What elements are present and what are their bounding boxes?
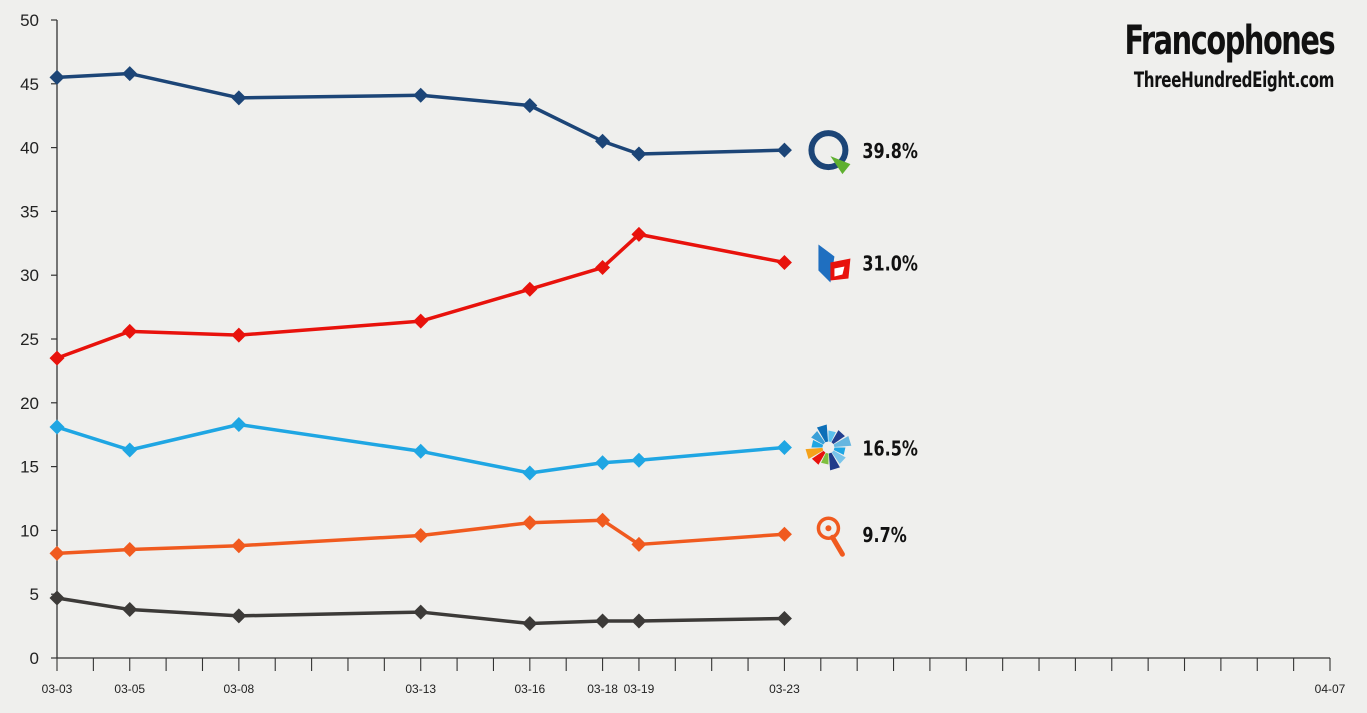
- data-point-qu-bec-solidaire: [595, 512, 611, 528]
- data-point-parti-qu-b-cois: [522, 97, 538, 113]
- series-line-qu-bec-solidaire: [56, 518, 785, 556]
- y-tick-label: 25: [20, 330, 39, 349]
- data-point-caq: [231, 416, 247, 432]
- series-end-label: 16.5%: [862, 438, 918, 461]
- y-tick-label: 30: [20, 266, 39, 285]
- pq-logo-icon: [808, 130, 851, 175]
- axes: 0 5 10 15 20 25 30 35 40 45 50 03-03 03-05 03-08 03-13…: [20, 11, 1346, 696]
- data-point-caq: [631, 452, 647, 468]
- data-point-caq: [49, 419, 65, 435]
- y-tick-label: 35: [20, 202, 39, 221]
- data-point-caq: [522, 465, 538, 481]
- chart-subtitle: ThreeHundredEight.com: [1133, 68, 1335, 92]
- series-end-label: 31.0%: [862, 253, 918, 276]
- data-point-parti-qu-b-cois: [231, 90, 247, 106]
- data-point-parti-qu-b-cois: [49, 69, 65, 85]
- data-point-liberal: [595, 260, 611, 276]
- x-tick-label: 03-05: [114, 682, 145, 696]
- qs-logo-icon: [816, 516, 845, 557]
- data-point-others: [776, 610, 792, 626]
- data-point-parti-qu-b-cois: [595, 133, 611, 149]
- data-point-parti-qu-b-cois: [122, 66, 138, 82]
- data-point-caq: [776, 439, 792, 455]
- data-point-qu-bec-solidaire: [49, 545, 65, 561]
- y-tick-label: 15: [20, 458, 39, 477]
- x-tick-label: 03-16: [514, 682, 545, 696]
- data-point-qu-bec-solidaire: [231, 538, 247, 554]
- data-point-liberal: [631, 226, 647, 242]
- y-tick-label: 50: [20, 11, 39, 30]
- x-tick-label: 03-13: [405, 682, 436, 696]
- data-point-liberal: [776, 254, 792, 270]
- x-tick-label: 04-07: [1315, 682, 1346, 696]
- series-end-label: 9.7%: [862, 525, 906, 548]
- series-points: [49, 66, 792, 632]
- data-point-others: [49, 590, 65, 606]
- caq-logo-icon: [805, 424, 852, 471]
- data-point-qu-bec-solidaire: [522, 515, 538, 531]
- data-point-others: [631, 613, 647, 629]
- data-point-qu-bec-solidaire: [776, 526, 792, 542]
- y-tick-label: 5: [30, 585, 39, 604]
- data-point-caq: [595, 455, 611, 471]
- data-point-caq: [122, 442, 138, 458]
- series-line-parti-qu-b-cois: [56, 71, 785, 156]
- y-tick-label: 10: [20, 521, 39, 540]
- data-point-parti-qu-b-cois: [776, 142, 792, 158]
- x-tick-label: 03-19: [624, 682, 655, 696]
- series-line-liberal: [56, 232, 785, 360]
- data-point-parti-qu-b-cois: [631, 146, 647, 162]
- x-tick-label: 03-08: [224, 682, 255, 696]
- data-point-liberal: [413, 313, 429, 329]
- x-tick-label: 03-18: [587, 682, 618, 696]
- data-point-others: [413, 604, 429, 620]
- data-point-others: [595, 613, 611, 629]
- series-end-labels: 39.8% 31.0% 16.5% 9.7%: [805, 130, 918, 557]
- y-tick-label: 0: [30, 649, 39, 668]
- data-point-caq: [413, 443, 429, 459]
- data-point-qu-bec-solidaire: [631, 536, 647, 552]
- data-point-others: [231, 608, 247, 624]
- data-point-others: [122, 602, 138, 618]
- liberal-logo-icon: [818, 244, 851, 283]
- data-point-others: [522, 616, 538, 632]
- x-tick-label: 03-23: [769, 682, 800, 696]
- chart-title: Francophones: [1124, 18, 1335, 64]
- y-tick-label: 40: [20, 139, 39, 158]
- y-tick-label: 20: [20, 394, 39, 413]
- data-point-liberal: [231, 327, 247, 343]
- series-end-label: 39.8%: [862, 140, 918, 163]
- data-point-liberal: [522, 281, 538, 297]
- data-point-qu-bec-solidaire: [413, 528, 429, 544]
- data-point-liberal: [122, 323, 138, 339]
- y-tick-label: 45: [20, 75, 39, 94]
- x-tick-label: 03-03: [42, 682, 73, 696]
- data-point-liberal: [49, 350, 65, 366]
- data-point-parti-qu-b-cois: [413, 87, 429, 103]
- data-point-qu-bec-solidaire: [122, 542, 138, 558]
